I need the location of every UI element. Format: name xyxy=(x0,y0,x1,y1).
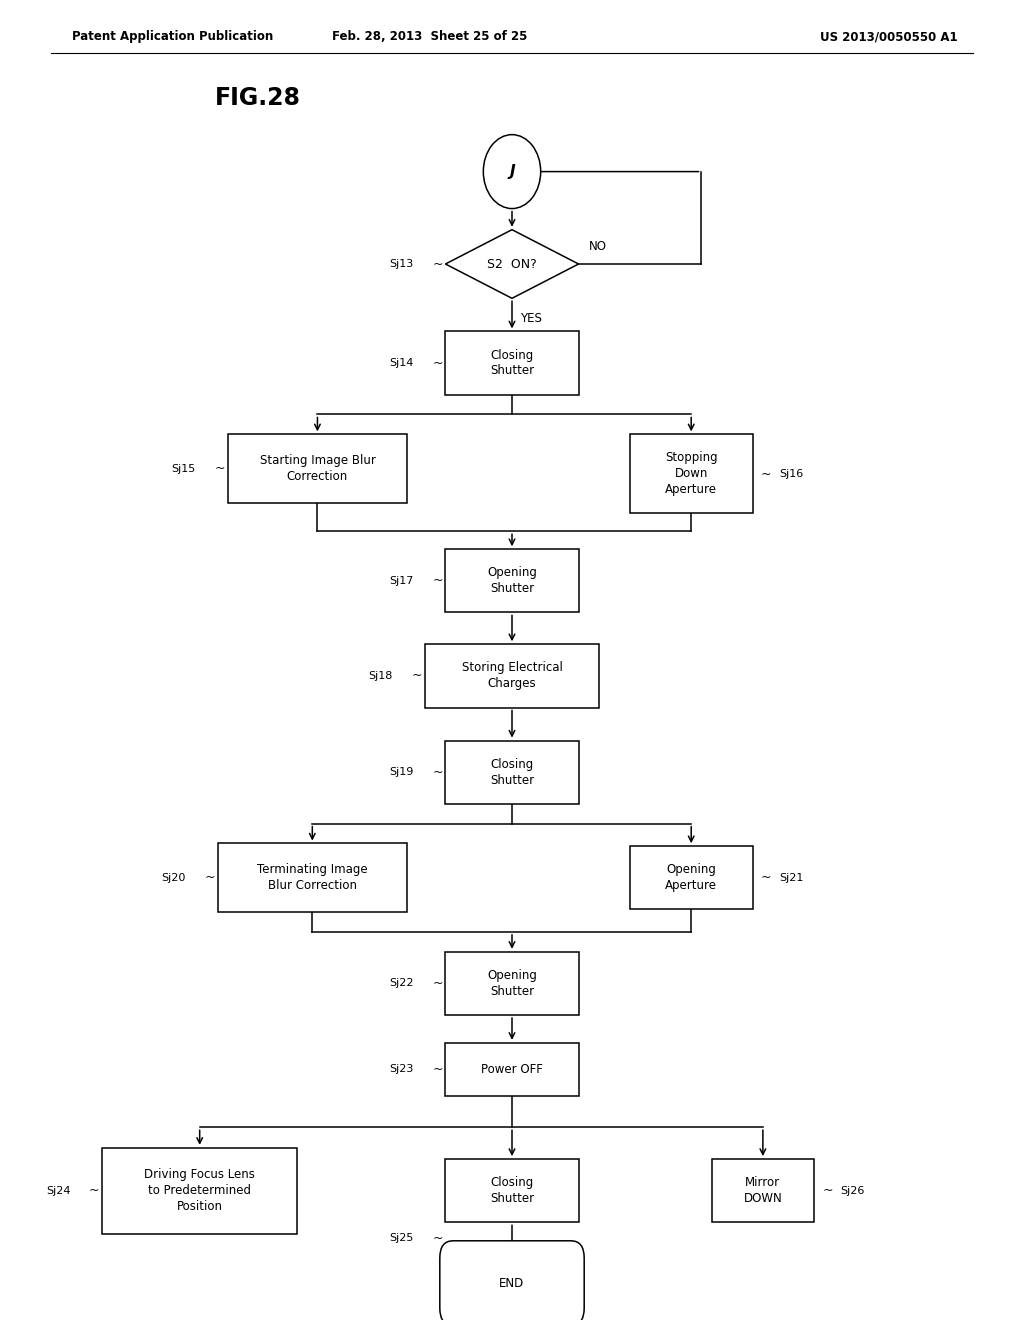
Text: Sj24: Sj24 xyxy=(46,1185,71,1196)
Text: END: END xyxy=(500,1276,524,1290)
Bar xyxy=(445,1159,579,1222)
Text: Driving Focus Lens
to Predetermined
Position: Driving Focus Lens to Predetermined Posi… xyxy=(144,1168,255,1213)
Text: ~: ~ xyxy=(432,977,442,990)
Text: Stopping
Down
Aperture: Stopping Down Aperture xyxy=(665,451,718,496)
Text: Mirror
DOWN: Mirror DOWN xyxy=(743,1176,782,1205)
FancyBboxPatch shape xyxy=(440,1241,584,1320)
Text: Sj21: Sj21 xyxy=(779,873,804,883)
Text: Power OFF: Power OFF xyxy=(481,1063,543,1076)
Bar xyxy=(445,952,579,1015)
Text: Closing
Shutter: Closing Shutter xyxy=(489,1176,535,1205)
Text: Sj22: Sj22 xyxy=(389,978,414,989)
Text: Sj14: Sj14 xyxy=(389,358,414,368)
Text: ~: ~ xyxy=(432,1063,442,1076)
Bar xyxy=(445,331,579,395)
Text: Closing
Shutter: Closing Shutter xyxy=(489,758,535,787)
Text: ~: ~ xyxy=(761,871,771,884)
Text: ~: ~ xyxy=(432,356,442,370)
Text: Patent Application Publication: Patent Application Publication xyxy=(72,30,273,44)
Circle shape xyxy=(483,135,541,209)
Text: ~: ~ xyxy=(412,669,422,682)
Text: Sj26: Sj26 xyxy=(841,1185,865,1196)
Bar xyxy=(445,549,579,612)
Text: Sj16: Sj16 xyxy=(779,469,804,479)
Text: ~: ~ xyxy=(432,257,442,271)
Text: Sj15: Sj15 xyxy=(172,463,196,474)
Text: ~: ~ xyxy=(822,1184,833,1197)
Text: S2  ON?: S2 ON? xyxy=(487,257,537,271)
Text: Sj19: Sj19 xyxy=(389,767,414,777)
Text: J: J xyxy=(509,164,515,180)
Text: ~: ~ xyxy=(432,574,442,587)
Bar xyxy=(102,1147,297,1233)
Bar xyxy=(227,434,407,503)
Text: ~: ~ xyxy=(432,766,442,779)
Bar xyxy=(712,1159,814,1222)
Text: ~: ~ xyxy=(89,1184,99,1197)
Text: Starting Image Blur
Correction: Starting Image Blur Correction xyxy=(259,454,376,483)
Text: Sj17: Sj17 xyxy=(389,576,414,586)
Text: Sj20: Sj20 xyxy=(162,873,185,883)
Text: Sj13: Sj13 xyxy=(389,259,414,269)
Text: FIG.28: FIG.28 xyxy=(215,86,301,110)
Text: Storing Electrical
Charges: Storing Electrical Charges xyxy=(462,661,562,690)
Text: US 2013/0050550 A1: US 2013/0050550 A1 xyxy=(820,30,957,44)
Bar xyxy=(445,741,579,804)
Text: Opening
Shutter: Opening Shutter xyxy=(487,566,537,595)
Text: ~: ~ xyxy=(432,1232,442,1245)
Text: Sj25: Sj25 xyxy=(389,1233,414,1243)
Bar xyxy=(445,1043,579,1096)
Bar xyxy=(630,846,753,909)
Text: ~: ~ xyxy=(205,871,215,884)
Text: Sj18: Sj18 xyxy=(369,671,393,681)
Text: Sj23: Sj23 xyxy=(389,1064,414,1074)
Text: Opening
Aperture: Opening Aperture xyxy=(666,863,717,892)
Text: NO: NO xyxy=(589,240,607,253)
Text: YES: YES xyxy=(520,312,542,325)
Bar xyxy=(630,434,753,513)
Text: Opening
Shutter: Opening Shutter xyxy=(487,969,537,998)
Text: Feb. 28, 2013  Sheet 25 of 25: Feb. 28, 2013 Sheet 25 of 25 xyxy=(333,30,527,44)
Bar xyxy=(217,843,407,912)
Text: Terminating Image
Blur Correction: Terminating Image Blur Correction xyxy=(257,863,368,892)
Polygon shape xyxy=(445,230,579,298)
Text: Closing
Shutter: Closing Shutter xyxy=(489,348,535,378)
Text: ~: ~ xyxy=(761,467,771,480)
Bar xyxy=(425,644,599,708)
Text: ~: ~ xyxy=(215,462,225,475)
